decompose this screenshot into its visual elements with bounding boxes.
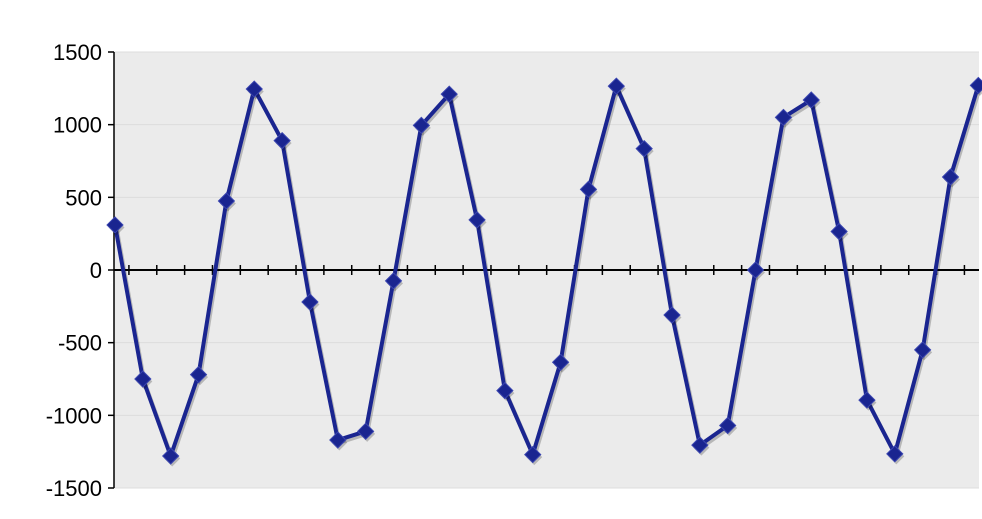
data-point <box>830 222 848 241</box>
x-axis-ticks <box>128 265 966 275</box>
data-point <box>245 80 263 98</box>
data-point <box>496 381 514 400</box>
data-point <box>356 422 375 441</box>
data-point <box>301 293 319 311</box>
data-point <box>524 445 542 464</box>
data-point <box>746 261 765 279</box>
y-tick-label: -1500 <box>46 476 102 501</box>
data-point <box>440 85 458 103</box>
data-point <box>802 91 820 109</box>
data-point <box>273 131 291 150</box>
y-tick-label: 0 <box>90 258 102 283</box>
data-point <box>691 436 709 454</box>
data-point <box>607 77 626 95</box>
data-point <box>858 391 876 409</box>
gridlines <box>114 51 979 489</box>
data-point <box>217 192 236 210</box>
data-point <box>579 180 598 199</box>
data-point <box>468 211 486 229</box>
data-point <box>161 447 180 465</box>
series-group <box>106 76 982 467</box>
y-tick-label: -500 <box>58 331 102 356</box>
data-point <box>412 116 431 135</box>
data-point <box>969 76 982 95</box>
data-point <box>189 365 208 384</box>
data-point <box>551 353 570 371</box>
y-tick-label: -1000 <box>46 403 102 428</box>
y-axis-tick-labels: 1500 1000 500 0 -500 -1000 -1500 <box>46 40 102 501</box>
data-point <box>886 445 904 463</box>
data-point <box>663 306 681 324</box>
y-axis-ticks <box>108 51 114 489</box>
series-line <box>113 84 981 459</box>
data-point <box>635 139 653 158</box>
data-point <box>134 370 152 388</box>
y-tick-label: 500 <box>65 185 102 210</box>
data-point <box>106 216 124 234</box>
data-point <box>774 108 793 127</box>
data-point <box>384 272 403 290</box>
data-point <box>941 168 960 186</box>
y-tick-label: 1000 <box>53 113 102 138</box>
data-point <box>718 416 737 435</box>
data-point <box>329 431 347 449</box>
y-tick-label: 1500 <box>53 40 102 65</box>
data-point <box>913 341 932 359</box>
